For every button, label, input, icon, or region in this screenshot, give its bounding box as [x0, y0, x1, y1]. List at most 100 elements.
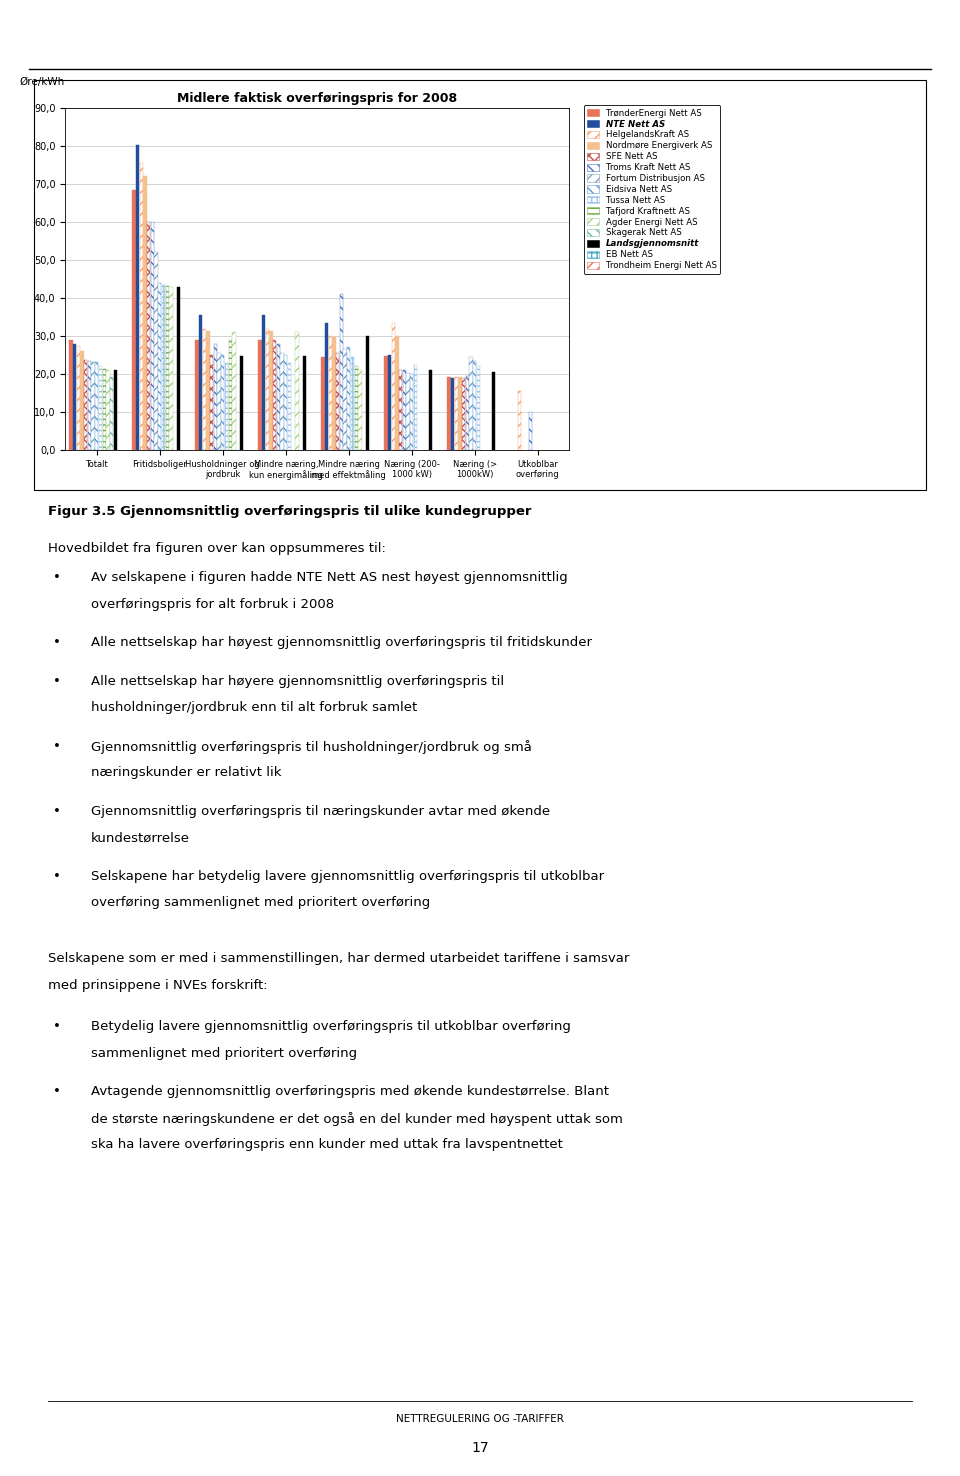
Bar	[388, 354, 392, 450]
Text: de største næringskundene er det også en del kunder med høyspent uttak som: de største næringskundene er det også en…	[91, 1111, 623, 1126]
Bar	[262, 314, 265, 450]
Text: •: •	[53, 571, 60, 584]
Text: Alle nettselskap har høyest gjennomsnittlig overføringspris til fritidskunder: Alle nettselskap har høyest gjennomsnitt…	[91, 636, 592, 649]
Bar	[210, 356, 213, 450]
Bar	[354, 366, 358, 450]
Bar	[517, 391, 521, 450]
Bar	[84, 360, 87, 450]
Text: Gjennomsnittlig overføringspris til næringskunder avtar med økende: Gjennomsnittlig overføringspris til næri…	[91, 804, 550, 818]
Bar	[217, 353, 221, 450]
Bar	[332, 337, 336, 450]
Bar	[107, 370, 109, 450]
Text: •: •	[53, 675, 60, 688]
Bar	[99, 366, 102, 450]
Bar	[458, 376, 462, 450]
Bar	[91, 362, 95, 450]
Text: •: •	[53, 636, 60, 649]
Bar	[273, 339, 276, 450]
Bar	[87, 360, 91, 450]
Text: Avtagende gjennomsnittlig overføringspris med økende kundestørrelse. Blant: Avtagende gjennomsnittlig overføringspri…	[91, 1085, 610, 1098]
Text: ska ha lavere overføringspris enn kunder med uttak fra lavspentnettet: ska ha lavere overføringspris enn kunder…	[91, 1138, 564, 1151]
Bar	[384, 356, 388, 450]
Text: Hovedbildet fra figuren over kan oppsummeres til:: Hovedbildet fra figuren over kan oppsumm…	[48, 542, 386, 555]
Bar	[199, 314, 203, 450]
Bar	[348, 347, 350, 450]
Text: næringskunder er relativt lik: næringskunder er relativt lik	[91, 766, 281, 779]
Text: •: •	[53, 739, 60, 753]
Bar	[258, 339, 261, 450]
Bar	[162, 285, 165, 450]
Text: Selskapene har betydelig lavere gjennomsnittlig overføringspris til utkoblbar: Selskapene har betydelig lavere gjennoms…	[91, 869, 605, 883]
Bar	[232, 332, 235, 450]
Legend: TrønderEnergi Nett AS, NTE Nett AS, HelgelandsKraft AS, Nordmøre Energiverk AS, : TrønderEnergi Nett AS, NTE Nett AS, Helg…	[584, 105, 721, 273]
Text: Figur 3.5 Gjennomsnittlig overføringspris til ulike kundegrupper: Figur 3.5 Gjennomsnittlig overføringspri…	[48, 505, 532, 518]
Bar	[139, 162, 143, 450]
Bar	[276, 344, 280, 450]
Bar	[473, 362, 476, 450]
Bar	[350, 357, 354, 450]
Bar	[403, 370, 406, 450]
Bar	[451, 378, 454, 450]
Bar	[466, 376, 469, 450]
Bar	[529, 412, 532, 450]
Bar	[358, 370, 362, 450]
Bar	[147, 221, 151, 450]
Text: •: •	[53, 804, 60, 818]
Text: Av selskapene i figuren hadde NTE Nett AS nest høyest gjennomsnittlig: Av selskapene i figuren hadde NTE Nett A…	[91, 571, 568, 584]
Text: Gjennomsnittlig overføringspris til husholdninger/jordbruk og små: Gjennomsnittlig overføringspris til hush…	[91, 739, 532, 754]
Bar	[406, 373, 410, 450]
Bar	[165, 286, 169, 450]
Bar	[410, 373, 414, 450]
Bar	[447, 378, 450, 450]
Bar	[414, 365, 418, 450]
Bar	[158, 283, 161, 450]
Bar	[296, 332, 299, 450]
Bar	[462, 378, 466, 450]
Bar	[221, 356, 225, 450]
Bar	[366, 337, 369, 450]
Bar	[302, 356, 306, 450]
Title: Midlere faktisk overføringspris for 2008: Midlere faktisk overføringspris for 2008	[178, 92, 457, 105]
Bar	[81, 351, 84, 450]
Text: husholdninger/jordbruk enn til alt forbruk samlet: husholdninger/jordbruk enn til alt forbr…	[91, 701, 418, 714]
Bar	[322, 357, 324, 450]
Bar	[340, 294, 343, 450]
Text: •: •	[53, 1020, 60, 1033]
Bar	[225, 363, 228, 450]
Bar	[73, 344, 76, 450]
Text: Selskapene som er med i sammenstillingen, har dermed utarbeidet tariffene i sams: Selskapene som er med i sammenstillingen…	[48, 952, 630, 965]
Bar	[328, 337, 332, 450]
Bar	[396, 337, 398, 450]
Bar	[151, 221, 154, 450]
Bar	[95, 362, 99, 450]
Text: Øre/kWh: Øre/kWh	[20, 77, 65, 87]
Bar	[136, 145, 139, 450]
Text: Betydelig lavere gjennomsnittlig overføringspris til utkoblbar overføring: Betydelig lavere gjennomsnittlig overfør…	[91, 1020, 571, 1033]
Text: 17: 17	[471, 1441, 489, 1454]
Text: •: •	[53, 1085, 60, 1098]
Bar	[203, 329, 206, 450]
Bar	[288, 363, 291, 450]
Bar	[266, 329, 269, 450]
Bar	[206, 332, 209, 450]
Text: Alle nettselskap har høyere gjennomsnittlig overføringspris til: Alle nettselskap har høyere gjennomsnitt…	[91, 675, 504, 688]
Bar	[270, 332, 273, 450]
Bar	[477, 366, 480, 450]
Bar	[336, 353, 339, 450]
Bar	[143, 176, 147, 450]
Text: •: •	[53, 869, 60, 883]
Text: NETTREGULERING OG -TARIFFER: NETTREGULERING OG -TARIFFER	[396, 1414, 564, 1424]
Bar	[228, 339, 231, 450]
Bar	[155, 252, 157, 450]
Bar	[428, 370, 432, 450]
Bar	[240, 356, 243, 450]
Bar	[77, 345, 80, 450]
Bar	[177, 286, 180, 450]
Bar	[113, 370, 117, 450]
Bar	[399, 370, 402, 450]
Text: overføringspris for alt forbruk i 2008: overføringspris for alt forbruk i 2008	[91, 598, 334, 611]
Text: med prinsippene i NVEs forskrift:: med prinsippene i NVEs forskrift:	[48, 979, 268, 992]
Bar	[69, 341, 73, 450]
Bar	[214, 344, 217, 450]
Bar	[132, 190, 135, 450]
